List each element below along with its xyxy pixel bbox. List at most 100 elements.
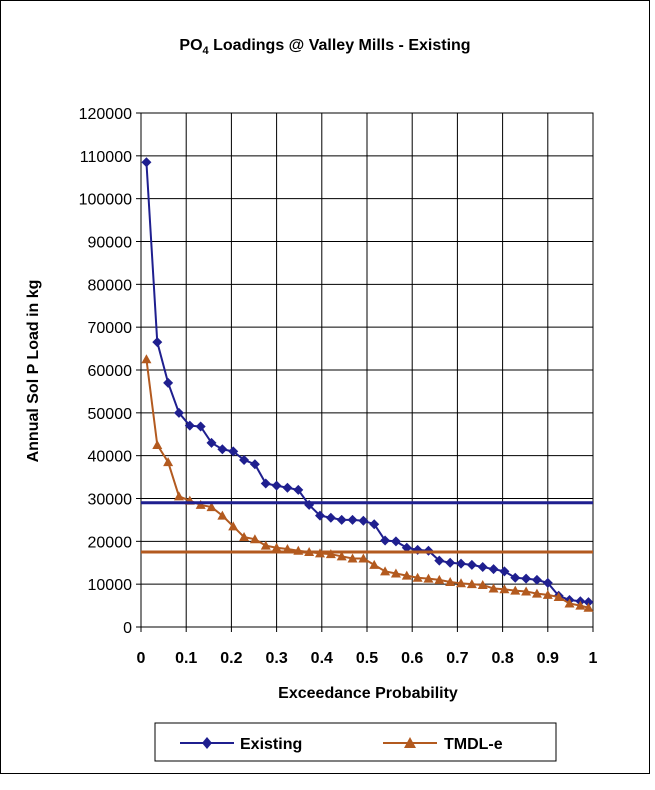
y-tick-label-9: 90000 <box>88 235 133 252</box>
series-1-point-9 <box>239 532 250 542</box>
series-1-point-41 <box>583 602 594 612</box>
series-0-point-0 <box>141 157 152 168</box>
series-0-point-30 <box>466 559 477 570</box>
series-1-point-0 <box>141 354 152 364</box>
y-tick-labels: 0 10000 20000 30000 40000 50000 60000 70000 8000… <box>79 106 141 637</box>
series-1-point-22 <box>380 566 391 576</box>
series-1-point-2 <box>163 457 174 467</box>
series-0-point-32 <box>488 564 499 575</box>
series-1-point-10 <box>249 534 260 544</box>
series-1-point-34 <box>510 585 521 595</box>
legend-item-tmdl-e: TMDL-e <box>383 736 503 753</box>
series-1-point-7 <box>217 510 228 520</box>
chart-title-rest: Loadings @ Valley Mills - Existing <box>209 37 471 54</box>
series-1-point-12 <box>271 542 282 552</box>
y-tick-label-12: 120000 <box>79 106 132 123</box>
series-1-point-6 <box>206 502 217 512</box>
y-tick-label-10: 100000 <box>79 192 132 209</box>
y-tick-label-3: 30000 <box>88 492 133 509</box>
x-axis-title: Exceedance Probability <box>278 685 458 702</box>
series-0-point-6 <box>206 437 217 448</box>
series-0-point-3 <box>173 407 184 418</box>
x-tick-label-2: 0.2 <box>220 650 242 667</box>
y-axis-title: Annual Sol P Load in kg <box>25 280 42 463</box>
x-tick-label-7: 0.7 <box>446 650 468 667</box>
legend-label-tmdl-e: TMDL-e <box>444 736 503 753</box>
series-1-point-27 <box>434 574 445 584</box>
series-0-point-24 <box>401 542 412 553</box>
series-1-point-8 <box>228 521 239 531</box>
y-tick-label-1: 10000 <box>88 577 133 594</box>
series-1-point-26 <box>423 573 434 583</box>
series-0-point-27 <box>434 555 445 566</box>
series-0-point-35 <box>521 573 532 584</box>
series-1-point-32 <box>488 583 499 593</box>
x-tick-label-10: 1 <box>589 650 598 667</box>
series-0-point-31 <box>477 562 488 573</box>
x-tick-labels: 0 0.1 0.2 0.3 0.4 0.5 0.6 0.7 0.8 0.9 1 <box>137 627 598 667</box>
series-0-point-2 <box>163 377 174 388</box>
series-1-point-21 <box>369 559 380 569</box>
series-0-point-41 <box>583 597 594 608</box>
series-0-point-12 <box>271 480 282 491</box>
series-0-point-9 <box>239 454 250 465</box>
x-tick-label-8: 0.8 <box>491 650 513 667</box>
series-0-point-33 <box>499 566 510 577</box>
x-tick-label-1: 0.1 <box>175 650 197 667</box>
x-tick-label-9: 0.9 <box>537 650 559 667</box>
series-1-point-33 <box>499 584 510 594</box>
series-1-point-24 <box>401 570 412 580</box>
series-1-point-40 <box>575 600 586 610</box>
series-0-point-22 <box>380 535 391 546</box>
y-tick-label-2: 20000 <box>88 534 133 551</box>
series-0-point-18 <box>336 514 347 525</box>
series-1-point-20 <box>358 553 369 563</box>
series-0-point-13 <box>282 482 293 493</box>
series-0-point-8 <box>228 446 239 457</box>
grid-layer <box>140 112 594 628</box>
y-tick-label-11: 110000 <box>80 149 132 166</box>
legend-label-existing: Existing <box>240 736 302 753</box>
legend-marker-existing <box>202 737 212 749</box>
series-1-point-31 <box>477 580 488 590</box>
y-tick-label-7: 70000 <box>88 320 133 337</box>
series-1-point-39 <box>564 598 575 608</box>
series-0-point-34 <box>510 572 521 583</box>
y-tick-label-0: 0 <box>123 620 132 637</box>
legend-item-existing: Existing <box>180 736 302 753</box>
series-1-point-37 <box>542 589 553 599</box>
chart-title-subscript: 4 <box>203 45 210 57</box>
series-1-point-35 <box>521 586 532 596</box>
series-1-point-5 <box>195 499 206 509</box>
x-tick-label-0: 0 <box>137 650 146 667</box>
chart-border <box>0 0 650 774</box>
series-1-point-11 <box>260 540 271 550</box>
series-0-point-20 <box>358 515 369 526</box>
series-1-point-36 <box>531 588 542 598</box>
series-1-point-19 <box>347 553 358 563</box>
series-1-point-30 <box>466 579 477 589</box>
series-0-point-4 <box>184 420 195 431</box>
series-0-point-21 <box>369 519 380 530</box>
chart-title: PO4 Loadings @ Valley Mills - Existing <box>179 37 470 57</box>
series-0-point-11 <box>260 478 271 489</box>
series-1-point-29 <box>456 578 467 588</box>
y-tick-label-6: 60000 <box>88 363 133 380</box>
series-0-point-37 <box>542 577 553 588</box>
y-tick-label-4: 40000 <box>88 449 133 466</box>
series-0-point-5 <box>195 421 206 432</box>
series-0-point-23 <box>390 536 401 547</box>
series-1-point-17 <box>325 549 336 559</box>
chart-title-main: PO <box>179 37 202 54</box>
x-tick-label-3: 0.3 <box>265 650 287 667</box>
series-0-point-19 <box>347 514 358 525</box>
series-0-point-17 <box>325 512 336 523</box>
series-0-point-10 <box>249 459 260 470</box>
series-layer <box>141 157 594 612</box>
x-tick-label-5: 0.5 <box>356 650 378 667</box>
series-0-point-28 <box>445 557 456 568</box>
series-1-point-38 <box>553 592 564 602</box>
series-0-point-36 <box>531 574 542 585</box>
series-1-point-23 <box>390 568 401 578</box>
